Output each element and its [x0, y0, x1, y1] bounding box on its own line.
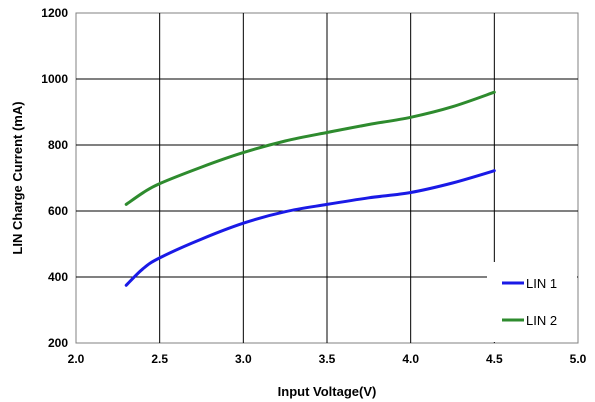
x-tick-label: 3.5 — [319, 352, 336, 366]
x-tick-label: 2.0 — [68, 352, 85, 366]
y-tick-label: 1000 — [41, 72, 68, 86]
y-tick-label: 200 — [48, 336, 68, 350]
y-tick-label: 1200 — [41, 6, 68, 20]
legend: LIN 1 LIN 2 — [487, 262, 577, 342]
tick-labels: 2.0 2.5 3.0 3.5 4.0 4.5 5.0 200 400 600 800 1000 120… — [41, 6, 586, 366]
y-axis-title: LIN Charge Current (mA) — [10, 101, 25, 254]
x-tick-label: 3.0 — [235, 352, 252, 366]
series-line-lin-2 — [124, 90, 496, 206]
x-axis-title: Input Voltage(V) — [278, 384, 377, 399]
x-tick-label: 2.5 — [151, 352, 168, 366]
x-tick-label: 4.0 — [402, 352, 419, 366]
legend-label: LIN 1 — [526, 276, 557, 291]
legend-box — [487, 262, 577, 342]
x-tick-label: 5.0 — [570, 352, 587, 366]
series-lines — [124, 90, 496, 287]
y-tick-label: 600 — [48, 204, 68, 218]
x-tick-label: 4.5 — [486, 352, 503, 366]
y-tick-label: 800 — [48, 138, 68, 152]
series-line-lin-1 — [124, 169, 496, 287]
y-tick-label: 400 — [48, 270, 68, 284]
legend-label: LIN 2 — [526, 313, 557, 328]
